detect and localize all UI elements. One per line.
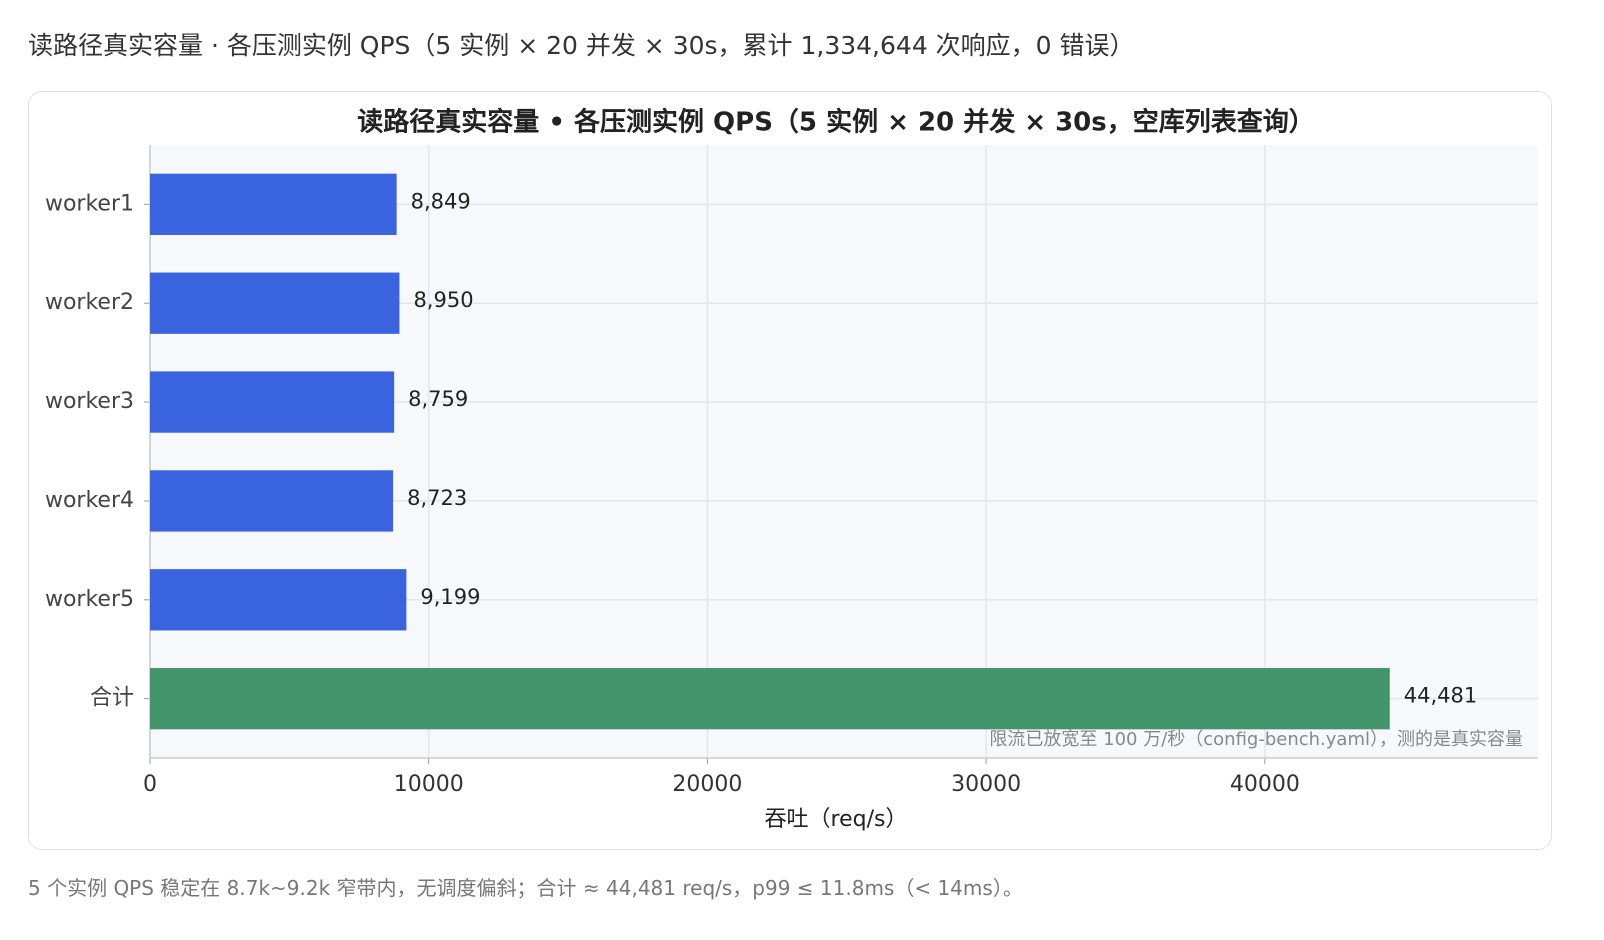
y-tick-label: worker2 (45, 290, 134, 315)
bar (150, 668, 1390, 730)
annotation: 限流已放宽至 100 万/秒（config-bench.yaml），测的是真实容… (989, 729, 1523, 750)
value-label: 8,849 (411, 189, 471, 213)
y-tick-label: worker5 (45, 587, 134, 612)
bar (150, 173, 397, 235)
y-tick-label: worker1 (45, 191, 134, 216)
bar (150, 272, 400, 334)
x-tick-label: 0 (143, 772, 157, 797)
x-tick-label: 30000 (951, 772, 1021, 797)
y-tick-label: worker3 (45, 389, 134, 414)
page-title: 读路径真实容量 · 各压测实例 QPS（5 实例 × 20 并发 × 30s，累… (28, 31, 1135, 60)
bar (150, 371, 395, 433)
x-tick-label: 40000 (1230, 772, 1300, 797)
x-tick-label: 10000 (394, 772, 464, 797)
bar (150, 470, 394, 532)
y-tick-label: worker4 (45, 488, 134, 513)
caption: 5 个实例 QPS 稳定在 8.7k~9.2k 窄带内，无调度偏斜；合计 ≈ 4… (28, 876, 1023, 900)
chart: 读路径真实容量 • 各压测实例 QPS（5 实例 × 20 并发 × 30s，空… (45, 107, 1538, 832)
value-label: 8,950 (413, 288, 473, 312)
value-label: 44,481 (1404, 684, 1477, 708)
chart-card (28, 91, 1552, 850)
value-label: 8,723 (407, 486, 467, 510)
bar (150, 569, 407, 631)
y-tick-label: 合计 (90, 686, 134, 711)
x-axis-label: 吞吐（req/s） (765, 807, 908, 832)
x-tick-label: 20000 (672, 772, 742, 797)
plot-area (150, 145, 1538, 758)
value-label: 8,759 (408, 387, 468, 411)
value-label: 9,199 (420, 585, 480, 609)
chart-title: 读路径真实容量 • 各压测实例 QPS（5 实例 × 20 并发 × 30s，空… (357, 107, 1314, 138)
